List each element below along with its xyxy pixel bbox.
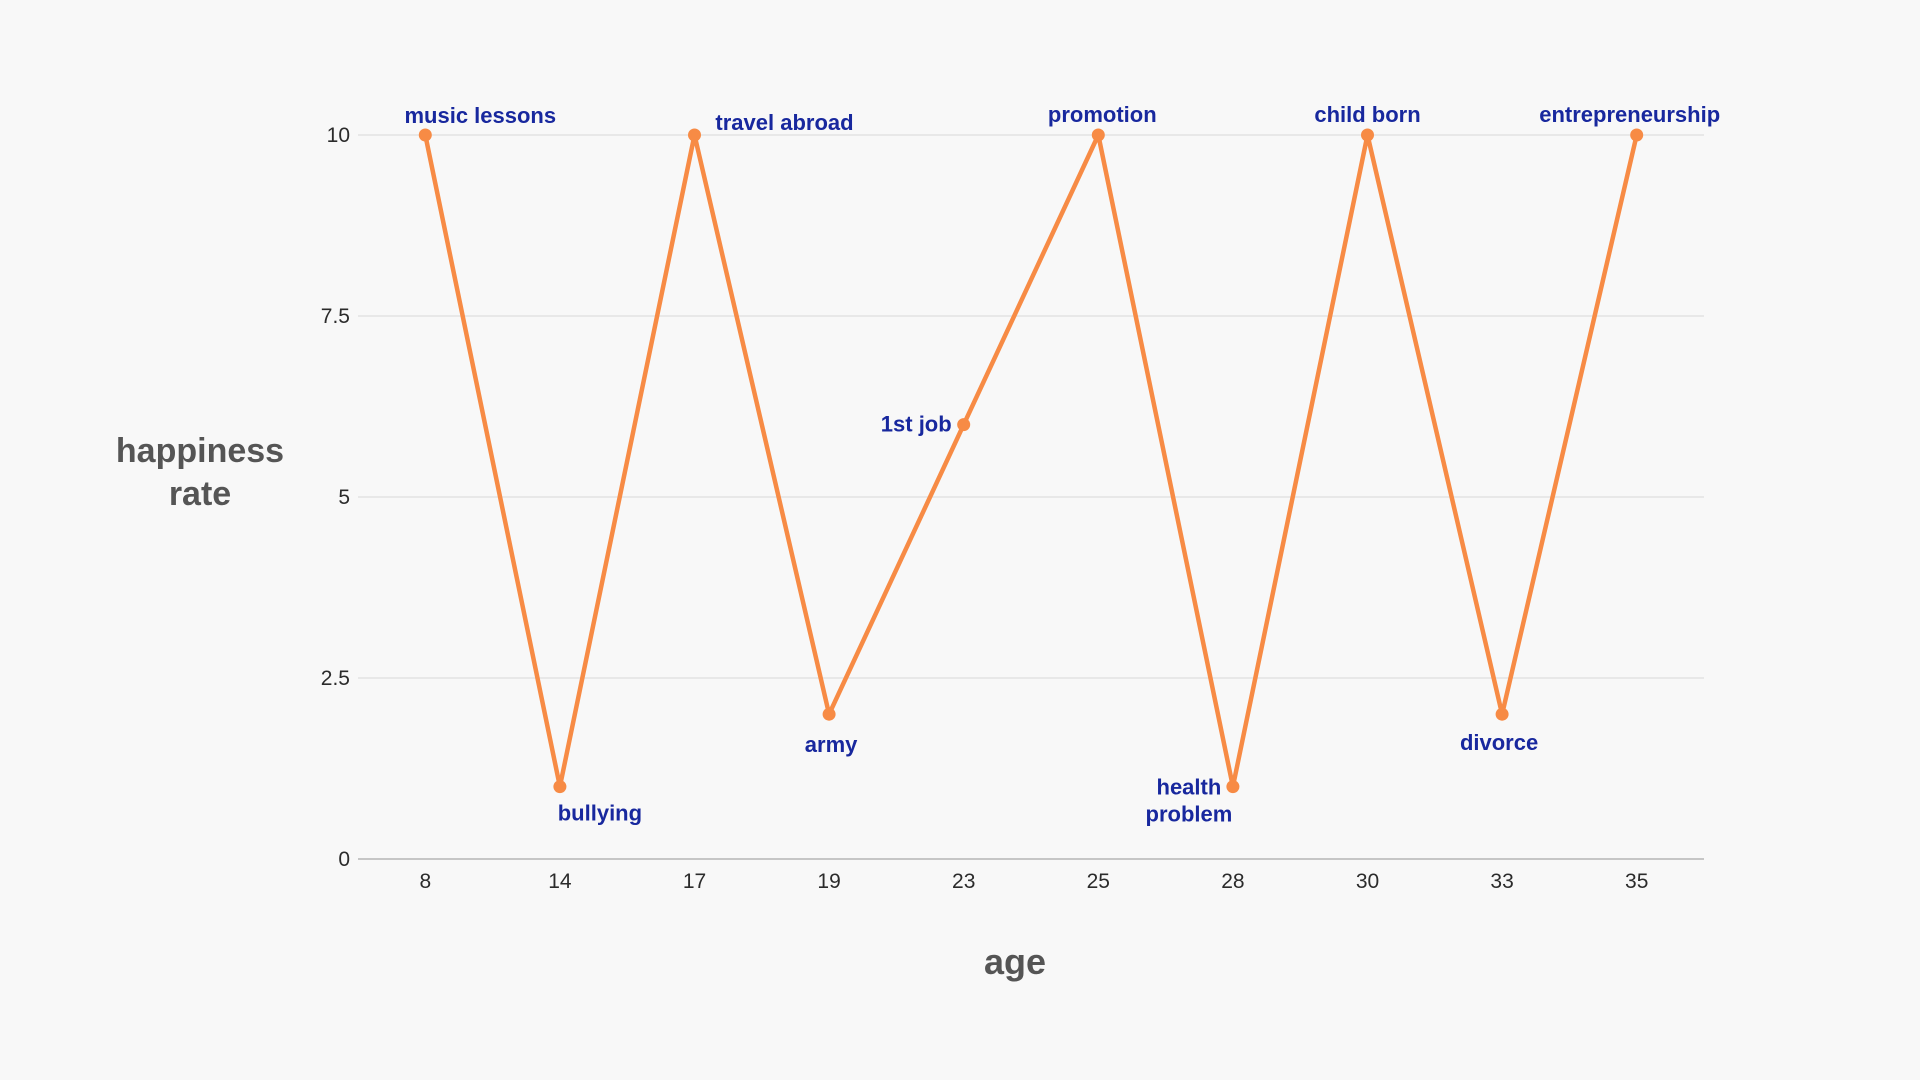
x-tick-label-17: 17 [683,870,706,893]
annotation-entrepreneurship: entrepreneurship [1539,102,1720,127]
x-tick-label-33: 33 [1490,870,1513,893]
x-tick-label-23: 23 [952,870,975,893]
x-tick-label-19: 19 [817,870,840,893]
x-tick-label-8: 8 [419,870,431,893]
x-tick-label-25: 25 [1087,870,1110,893]
annotation-divorce: divorce [1460,730,1538,755]
y-tick-label-5: 5 [338,486,350,509]
data-point-age-25 [1091,128,1105,142]
annotation-travel-abroad: travel abroad [715,110,853,135]
y-axis-title: happiness rate [115,432,285,513]
series-line-happiness [423,132,1639,789]
x-tick-label-28: 28 [1221,870,1244,893]
data-point-age-17 [688,128,701,142]
annotation-promotion: promotion [1048,102,1157,127]
data-point-age-35 [1630,128,1644,142]
data-point-age-19 [822,707,836,721]
data-point-age-8 [418,128,432,142]
x-axis-title: age [983,941,1047,982]
annotation-army: army [805,732,858,757]
y-tick-label-10: 10 [327,124,350,147]
data-point-age-28 [1226,780,1240,794]
annotation-health-problem: health problem [1146,775,1233,827]
x-tick-label-14: 14 [548,870,572,893]
annotation-child-born: child born [1314,102,1420,127]
x-tick-label-30: 30 [1356,870,1379,893]
y-tick-label-7-5: 7.5 [321,305,350,328]
y-tick-label-0: 0 [338,848,350,871]
annotation-1st-job: 1st job [881,412,952,437]
data-point-age-14 [553,780,567,794]
annotation-music-lessons: music lessons [404,103,556,128]
data-point-age-23 [957,418,971,432]
data-point-age-33 [1495,707,1509,721]
y-tick-label-2-5: 2.5 [321,667,350,690]
annotation-bullying: bullying [558,801,642,826]
data-point-age-30 [1361,128,1374,142]
x-tick-label-35: 35 [1625,870,1648,893]
